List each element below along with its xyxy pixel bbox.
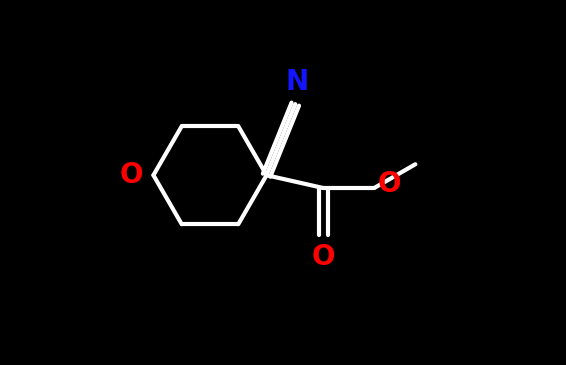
Text: N: N [286,68,308,96]
Text: O: O [119,161,143,189]
Text: O: O [377,170,401,198]
Text: O: O [311,243,335,272]
